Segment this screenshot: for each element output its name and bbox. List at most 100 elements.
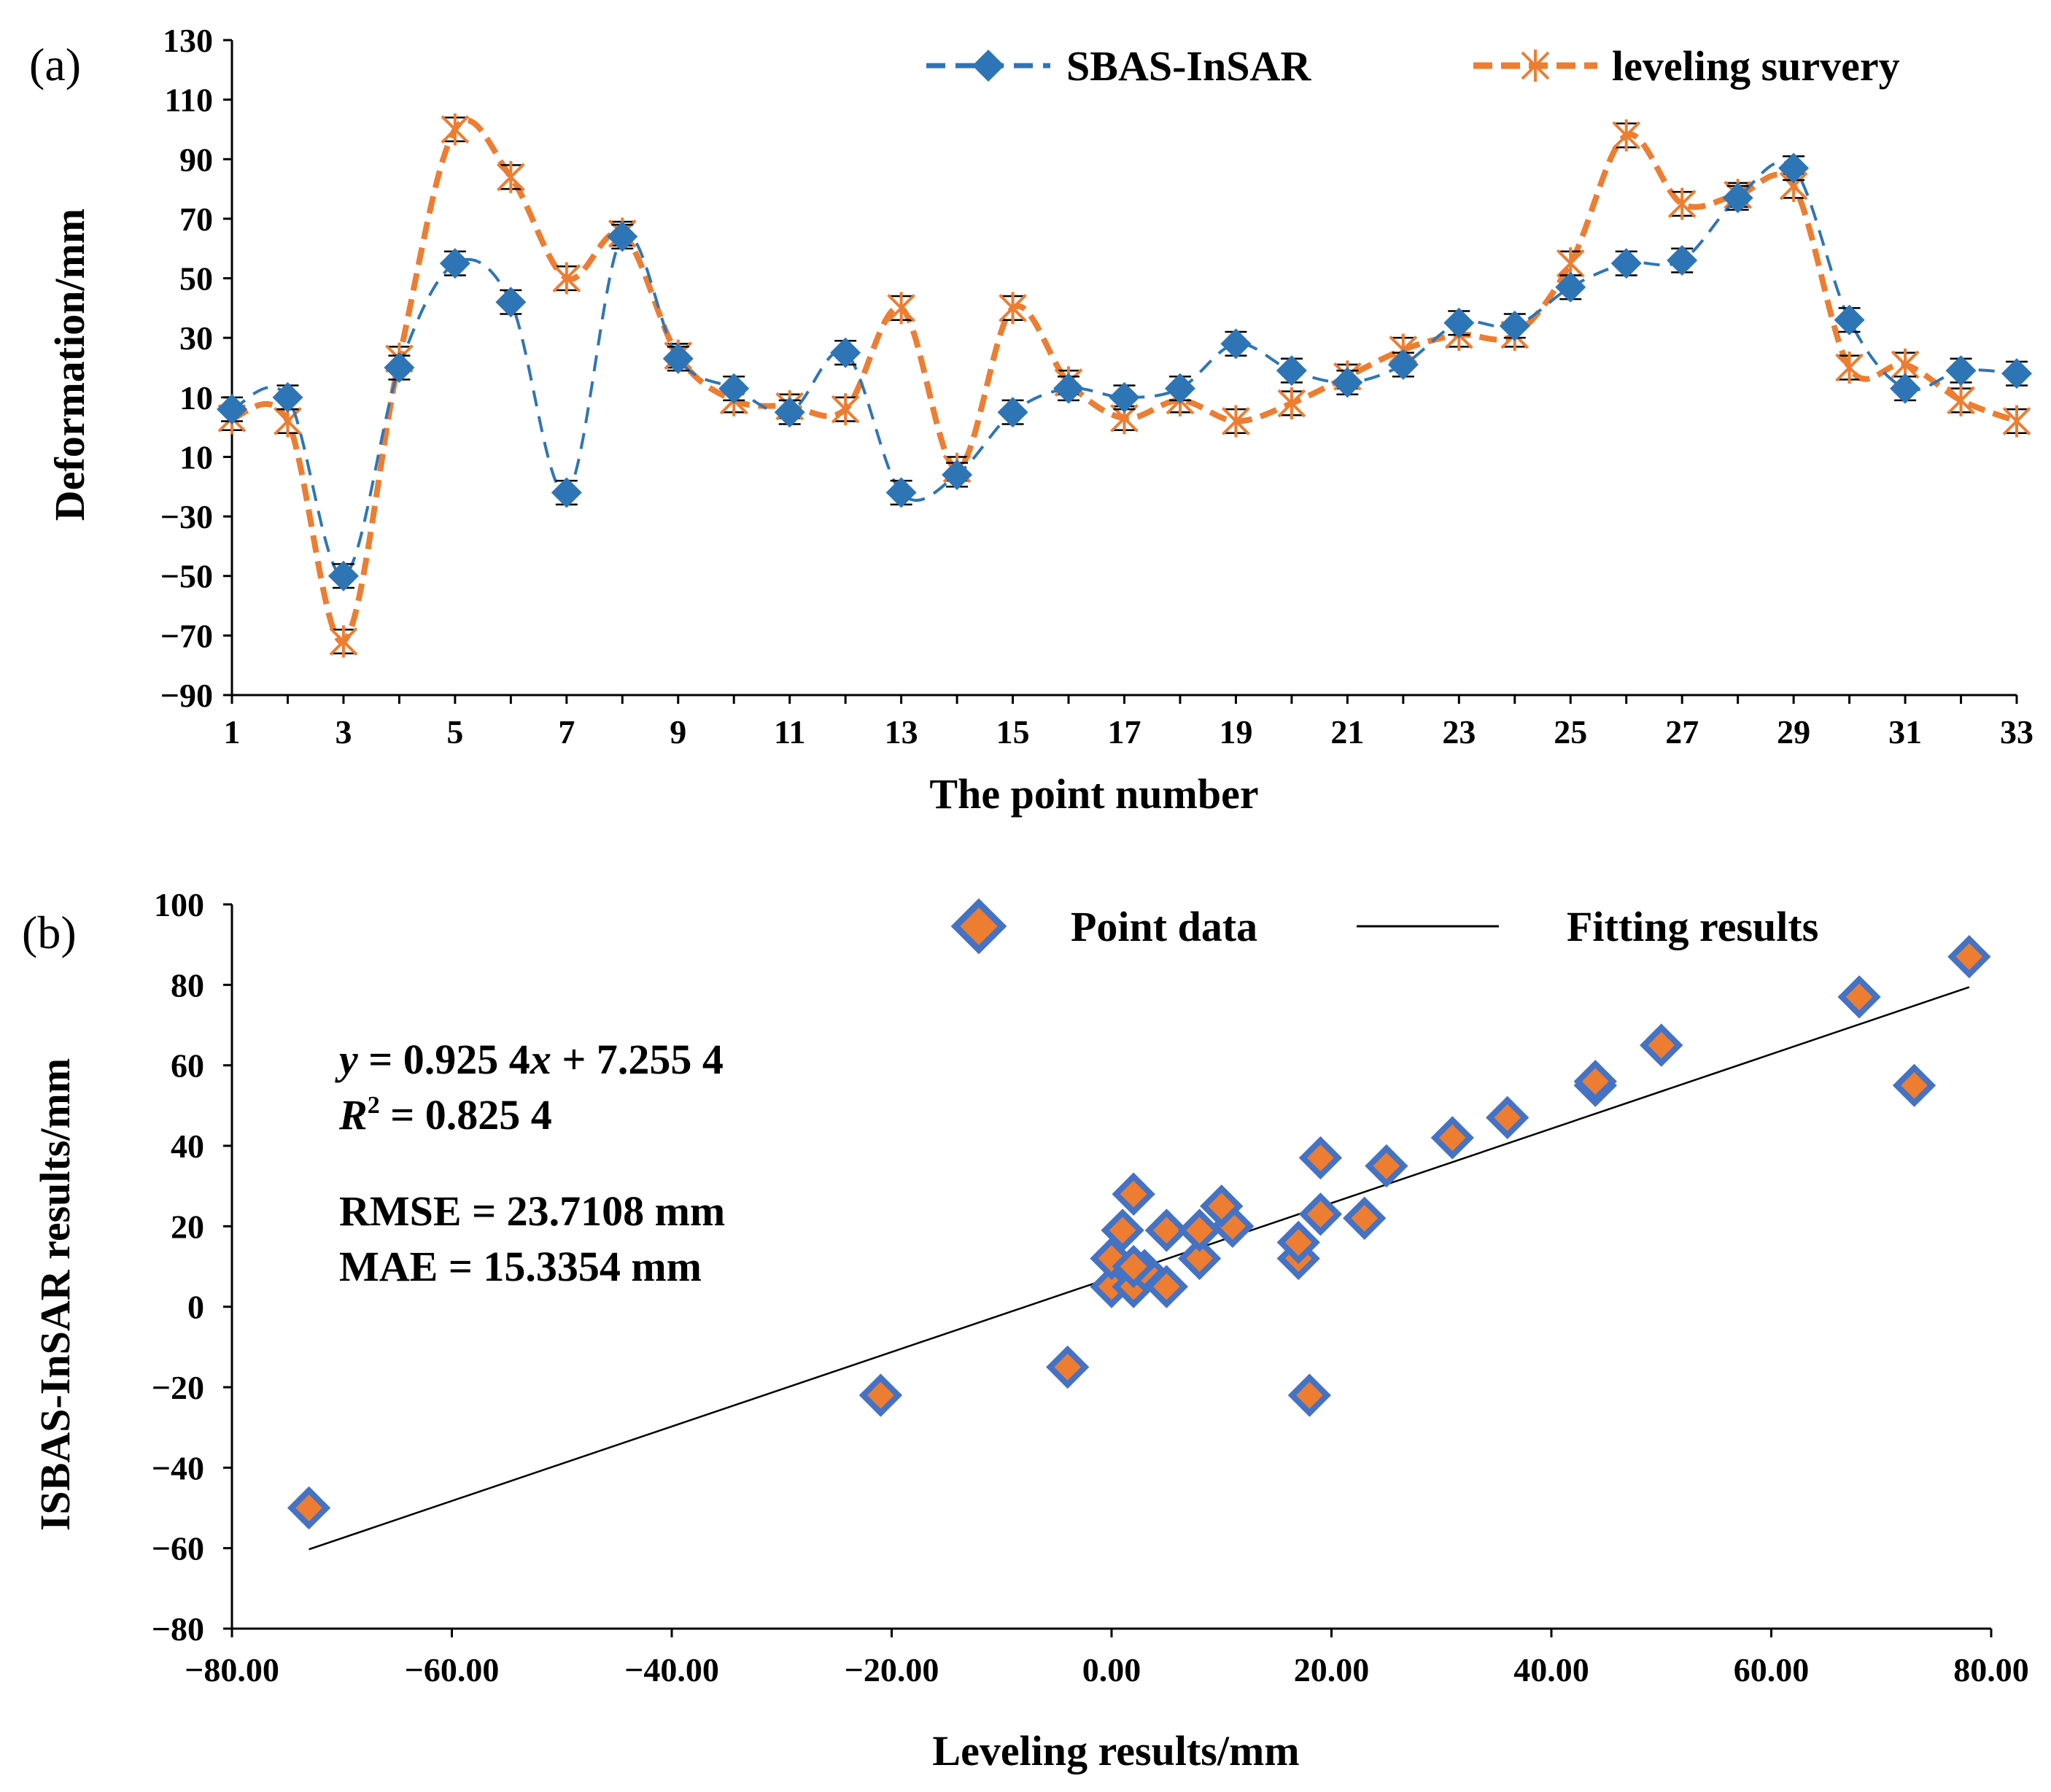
data-point-diamond — [1276, 355, 1307, 387]
x-tick-label: 19 — [1219, 713, 1252, 750]
x-axis-title: The point number — [929, 770, 1258, 818]
x-tick-label: 17 — [1108, 713, 1141, 750]
x-tick-label: 9 — [670, 713, 686, 750]
y-tick-label: 110 — [165, 82, 213, 119]
x-tick-label: 31 — [1888, 713, 1922, 750]
scatter-point — [1276, 1220, 1320, 1265]
scatter-point — [1343, 1196, 1387, 1240]
data-point-diamond — [662, 343, 694, 374]
data-point-diamond — [1220, 328, 1252, 360]
scatter-points — [287, 935, 1991, 1530]
legend: Point data Fitting results — [950, 898, 1818, 955]
data-point-star — [496, 160, 525, 193]
y-tick-label: −60 — [152, 1530, 204, 1567]
x-tick-label: −20.00 — [845, 1651, 939, 1688]
y-tick-label: 100 — [154, 886, 204, 923]
data-point-star — [887, 292, 916, 325]
scatter-point — [1046, 1345, 1090, 1389]
scatter-point — [1573, 1060, 1617, 1103]
y-tick-label: 30 — [179, 319, 213, 357]
y-axis-ticks: 100 80 60 40 20 0 −20 −40 −60 −80 — [152, 886, 232, 1648]
x-axis-ticks: 1 3 5 7 9 11 13 15 17 19 21 23 25 27 29 31 33 — [224, 695, 2033, 750]
scatter-point — [1177, 1236, 1222, 1281]
data-point-star — [1222, 405, 1250, 438]
x-tick-label: 11 — [774, 713, 805, 750]
legend-leveling-star-icon — [1521, 50, 1550, 82]
data-point-diamond — [551, 477, 582, 508]
data-point-star — [1612, 119, 1641, 152]
r-squared: R2 = 0.825 4 — [338, 1091, 552, 1139]
legend-point-label: Point data — [1071, 903, 1257, 950]
scatter-point — [1837, 975, 1881, 1019]
legend-sbas-label: SBAS-InSAR — [1066, 42, 1311, 90]
legend-leveling-label: leveling survery — [1612, 42, 1900, 90]
data-point-diamond — [495, 287, 527, 318]
x-tick-label: 60.00 — [1734, 1651, 1810, 1688]
y-axis-title: Deformation/mm — [46, 209, 93, 521]
data-point-star — [999, 292, 1027, 325]
chart-b-scatter-chart: (b) 100 80 60 40 20 0 −20 −40 −60 −80 −80.00 −60.0… — [22, 886, 2029, 1774]
data-point-diamond — [1834, 304, 1865, 335]
y-tick-label: −70 — [160, 617, 213, 654]
scatter-point — [1892, 1063, 1936, 1107]
data-point-diamond — [1778, 152, 1810, 184]
scatter-point — [1112, 1172, 1155, 1216]
data-point-diamond — [885, 477, 917, 508]
scatter-point — [1177, 1209, 1222, 1252]
y-tick-label: 50 — [179, 260, 213, 298]
scatter-point — [1486, 1095, 1529, 1140]
legend-sbas-diamond-icon — [972, 50, 1004, 82]
x-tick-label: 29 — [1777, 713, 1810, 750]
scatter-point — [1430, 1116, 1474, 1160]
data-point-diamond — [718, 373, 750, 404]
data-point-star — [1277, 387, 1306, 419]
panel-label-b: (b) — [22, 907, 77, 958]
data-point-star — [1947, 384, 1975, 416]
y-axis-ticks: 130 110 90 70 50 30 10 10 −30 −50 −70 −90 — [160, 22, 232, 714]
data-point-diamond — [1667, 245, 1698, 276]
x-tick-label: 0.00 — [1082, 1651, 1141, 1688]
mae-value: MAE = 15.3354 mm — [339, 1243, 702, 1290]
data-point-star — [1667, 187, 1697, 220]
scatter-point — [1365, 1144, 1408, 1188]
data-point-diamond — [1164, 373, 1195, 404]
y-tick-label: −30 — [160, 498, 213, 535]
data-point-diamond — [1945, 355, 1977, 387]
y-tick-label: 20 — [171, 1208, 204, 1245]
data-point-diamond — [1109, 381, 1140, 413]
scatter-point — [1144, 1209, 1189, 1252]
data-point-diamond — [1053, 373, 1085, 404]
data-point-star — [831, 393, 860, 426]
y-tick-label: 130 — [163, 22, 213, 59]
scatter-point — [287, 1486, 331, 1530]
x-tick-label: 23 — [1442, 713, 1476, 750]
scatter-point — [1298, 1136, 1343, 1180]
data-point-diamond — [327, 560, 359, 591]
data-point-star — [2002, 405, 2031, 438]
legend-fit-label: Fitting results — [1567, 903, 1818, 950]
rmse-value: RMSE = 23.7108 mm — [339, 1187, 725, 1235]
y-tick-label: 70 — [179, 201, 213, 238]
y-tick-label: 10 — [179, 379, 213, 416]
data-point-diamond — [830, 337, 861, 368]
x-tick-label: 40.00 — [1513, 1651, 1589, 1688]
y-tick-label: −90 — [160, 677, 213, 714]
scatter-point — [1947, 935, 1991, 979]
x-tick-label: −60.00 — [405, 1651, 500, 1688]
x-tick-label: 1 — [224, 713, 241, 750]
x-tick-label: 13 — [885, 713, 918, 750]
scatter-point — [1287, 1373, 1332, 1417]
y-tick-label: 40 — [171, 1128, 204, 1165]
x-tick-label: 20.00 — [1294, 1651, 1370, 1688]
x-tick-label: 7 — [558, 713, 575, 750]
y-tick-label: −80 — [152, 1610, 204, 1648]
scatter-point — [1112, 1244, 1155, 1289]
scatter-point — [858, 1373, 903, 1417]
data-point-diamond — [2001, 358, 2032, 389]
data-point-star — [1835, 352, 1864, 384]
data-point-diamond — [1555, 271, 1586, 303]
x-axis-title: Leveling results/mm — [932, 1727, 1299, 1774]
x-tick-label: −80.00 — [185, 1651, 279, 1688]
x-tick-label: 33 — [2000, 713, 2033, 750]
